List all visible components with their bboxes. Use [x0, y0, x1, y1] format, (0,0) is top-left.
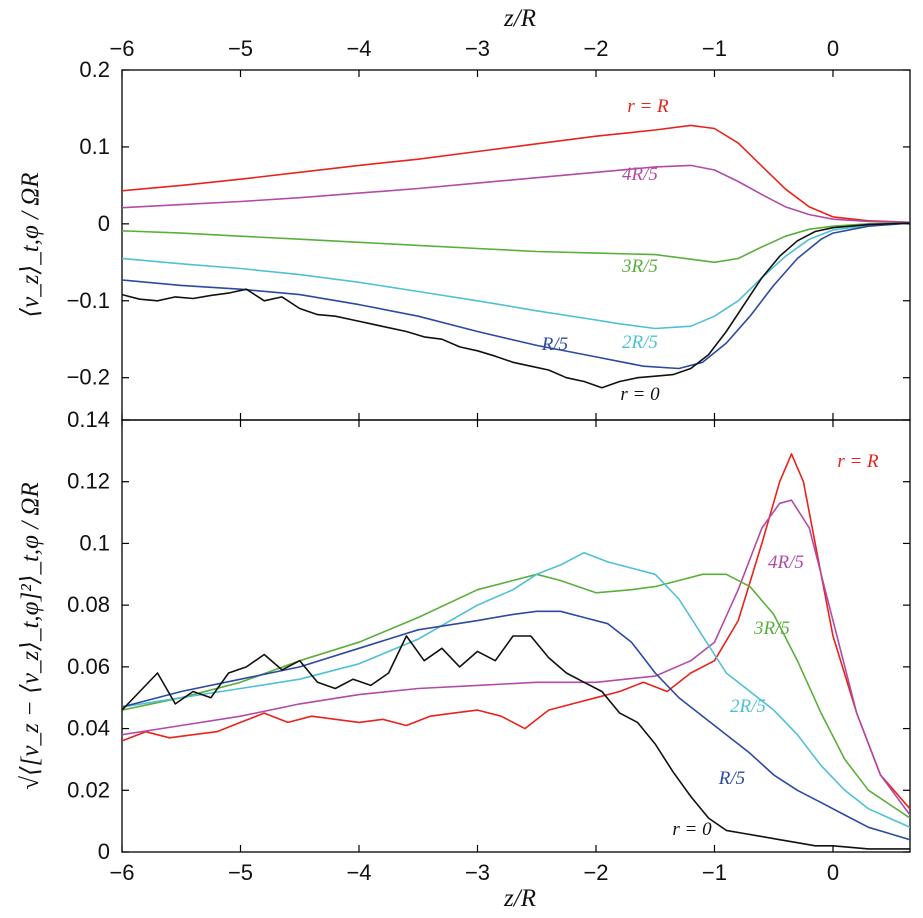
top-x-tick-label: −1: [702, 36, 727, 61]
bottom-series-label: r = 0: [672, 819, 712, 840]
bottom-panel: −6 −5 −4 −3 −2 −1 0 0 0.02 0.04 0.06 0.08 0.1 0.12 0.1…: [67, 407, 910, 885]
top-x-tick-label: −6: [109, 36, 134, 61]
bottom-y-tick-label: 0.02: [67, 777, 110, 802]
top-y-tick-label: 0.1: [79, 134, 110, 159]
bottom-y-tick-label: 0.12: [67, 469, 110, 494]
top-x-tick-label: −2: [583, 36, 608, 61]
bottom-x-tick-label: −6: [109, 860, 134, 885]
bottom-series-line: [122, 573, 910, 819]
bottom-series-label: 3R/5: [753, 618, 790, 639]
top-x-tick-label: 0: [827, 36, 839, 61]
bottom-series-line: [122, 610, 910, 841]
top-axis-label: z/R: [503, 5, 536, 32]
bottom-series-line: [122, 635, 910, 850]
bottom-y-axis-label: √⟨[v_z − ⟨v_z⟩_t,φ]²⟩_t,φ / ΩR: [17, 482, 44, 790]
top-series-line: [122, 222, 910, 389]
top-series-line: [122, 124, 910, 224]
top-series-group: [122, 124, 910, 389]
bottom-series-line: [122, 551, 910, 829]
bottom-series-label: r = R: [837, 451, 879, 472]
top-x-tick-label: −3: [465, 36, 490, 61]
bottom-series-label: 2R/5: [730, 696, 766, 717]
top-series-label: R/5: [541, 334, 568, 355]
bottom-x-tick-label: −2: [583, 860, 608, 885]
top-series-label: 2R/5: [622, 332, 658, 353]
top-series-label: r = 0: [620, 384, 660, 405]
top-y-axis-label: ⟨v_z⟩_t,φ / ΩR: [17, 172, 44, 317]
top-y-tick-label: −0.2: [67, 365, 110, 390]
top-series-label: 4R/5: [622, 164, 658, 185]
bottom-panel-frame: [121, 419, 911, 853]
bottom-series-label: R/5: [718, 768, 745, 789]
top-series-label: 3R/5: [621, 256, 658, 277]
bottom-series-label: 4R/5: [768, 552, 804, 573]
top-y-tick-label: 0: [98, 211, 110, 236]
bottom-x-tick-label: −1: [702, 860, 727, 885]
top-series-line: [122, 222, 910, 370]
bottom-x-axis-label: z/R: [503, 885, 536, 912]
top-series-label: r = R: [627, 96, 669, 117]
bottom-y-tick-label: 0.04: [67, 716, 110, 741]
top-series-line: [122, 222, 910, 330]
bottom-x-tick-label: 0: [827, 860, 839, 885]
top-x-tick-label: −5: [228, 36, 253, 61]
bottom-x-tick-label: −5: [228, 860, 253, 885]
bottom-x-tick-label: −3: [465, 860, 490, 885]
bottom-series-group: [122, 453, 910, 850]
bottom-y-tick-label: 0.14: [67, 407, 110, 432]
bottom-y-tick-label: 0.06: [67, 654, 110, 679]
bottom-series-line: [122, 453, 910, 810]
top-y-tick-label: −0.1: [67, 288, 110, 313]
top-panel: −6 −5 −4 −3 −2 −1 0 −0.2 −0.1 0 0.1 0.2 r = R 4R/5 3R/…: [67, 36, 910, 420]
top-y-tick-label: 0.2: [79, 57, 110, 82]
top-x-tick-label: −4: [346, 36, 371, 61]
top-series-line: [122, 222, 910, 264]
top-series-line: [122, 164, 910, 224]
bottom-x-tick-label: −4: [346, 860, 371, 885]
bottom-series-line: [122, 499, 910, 816]
bottom-y-tick-label: 0: [98, 839, 110, 864]
bottom-y-tick-label: 0.1: [79, 530, 110, 555]
bottom-y-tick-label: 0.08: [67, 592, 110, 617]
